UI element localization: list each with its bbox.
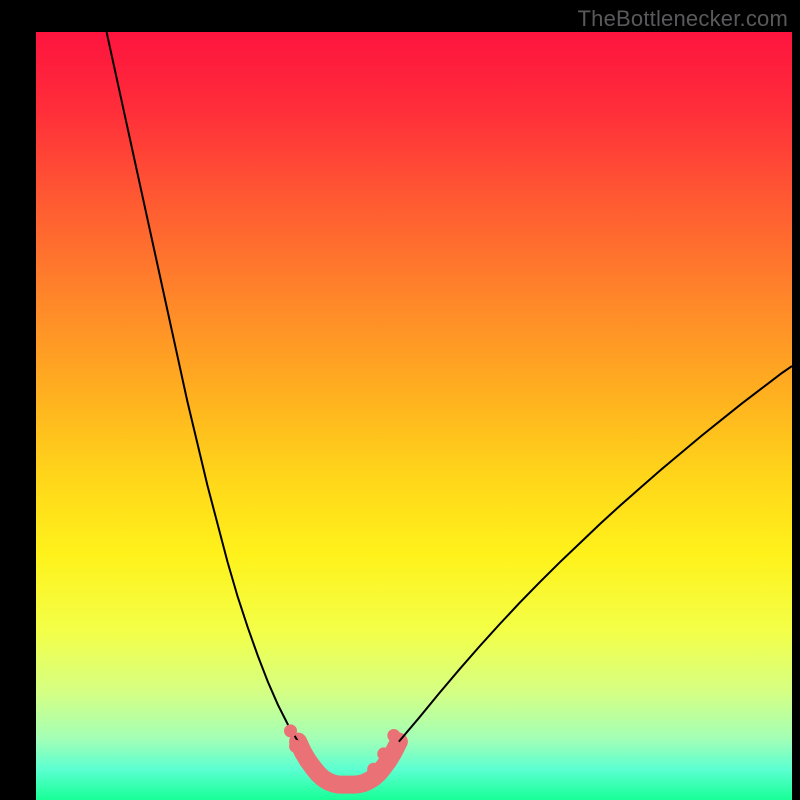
data-marker: [290, 740, 302, 752]
chart-container: TheBottlenecker.com: [0, 0, 800, 800]
data-marker: [378, 748, 390, 760]
data-marker: [388, 729, 400, 741]
plot-background: [36, 32, 792, 800]
data-marker: [285, 725, 297, 737]
data-marker: [368, 763, 380, 775]
watermark-text: TheBottlenecker.com: [578, 6, 788, 32]
chart-svg: [0, 0, 800, 800]
